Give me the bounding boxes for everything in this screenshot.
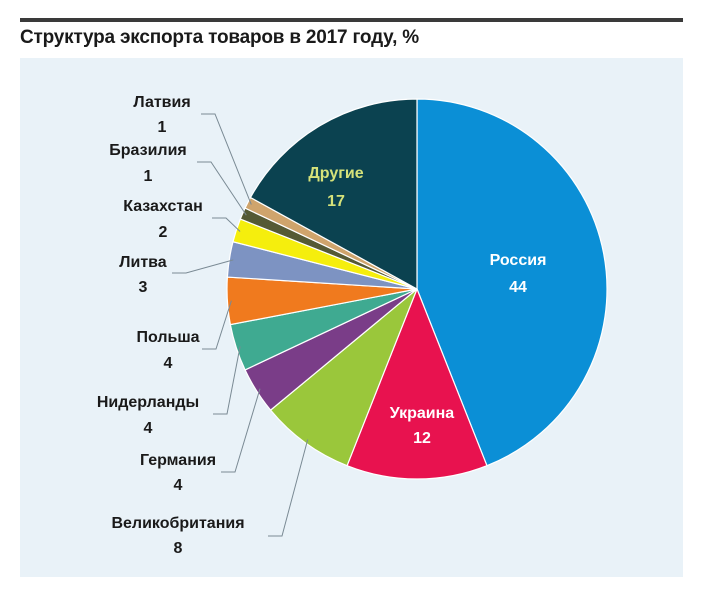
leader-line bbox=[268, 439, 309, 537]
pie-slice bbox=[249, 98, 418, 291]
slice-label-name: Россия bbox=[490, 252, 547, 269]
pie-slice bbox=[269, 288, 418, 467]
leader-line bbox=[197, 161, 247, 216]
chart-title: Структура экспорта товаров в 2017 году, … bbox=[20, 27, 419, 48]
slice-label-value: 1 bbox=[158, 119, 167, 136]
slice-label-name: Украина bbox=[390, 405, 455, 422]
pie-slice bbox=[346, 287, 488, 480]
slice-label-value: 12 bbox=[413, 430, 431, 447]
leader-line bbox=[213, 346, 241, 415]
leader-lines bbox=[172, 113, 309, 537]
leader-line bbox=[201, 113, 252, 205]
slice-label-name: Бразилия bbox=[109, 142, 187, 159]
slice-label-name: Нидерланды bbox=[97, 394, 199, 411]
slice-label-name: Великобритания bbox=[111, 515, 244, 532]
slice-label-value: 44 bbox=[509, 279, 527, 296]
top-rule bbox=[20, 18, 683, 22]
pie-chart: Россия44Украина12Великобритания8Германия… bbox=[97, 94, 608, 557]
slice-label-name: Польша bbox=[136, 329, 199, 346]
slice-label-value: 3 bbox=[139, 279, 148, 296]
leader-line bbox=[202, 300, 232, 350]
slice-label-name: Латвия bbox=[133, 94, 190, 111]
pie-slices bbox=[226, 98, 608, 480]
leader-line bbox=[221, 388, 261, 473]
pie-slice bbox=[416, 98, 608, 467]
slice-label-name: Германия bbox=[140, 452, 216, 469]
slice-label-name: Другие bbox=[308, 165, 363, 182]
leader-line bbox=[212, 217, 241, 232]
leader-line bbox=[172, 259, 234, 274]
slice-label-value: 17 bbox=[327, 193, 345, 210]
slice-label-value: 4 bbox=[174, 477, 183, 494]
slice-label-value: 8 bbox=[174, 540, 183, 557]
slice-label-value: 1 bbox=[144, 168, 153, 185]
slice-label-value: 4 bbox=[164, 355, 173, 372]
slice-label-value: 2 bbox=[159, 224, 168, 241]
chart-panel: Россия 44 Украина 12 Великобритания 8 Германия… bbox=[20, 58, 683, 577]
slice-label-name: Казахстан bbox=[123, 198, 203, 215]
slice-labels: Россия44Украина12Великобритания8Германия… bbox=[97, 94, 547, 557]
slice-label-name: Литва bbox=[119, 254, 167, 271]
slice-label-value: 4 bbox=[144, 420, 153, 437]
